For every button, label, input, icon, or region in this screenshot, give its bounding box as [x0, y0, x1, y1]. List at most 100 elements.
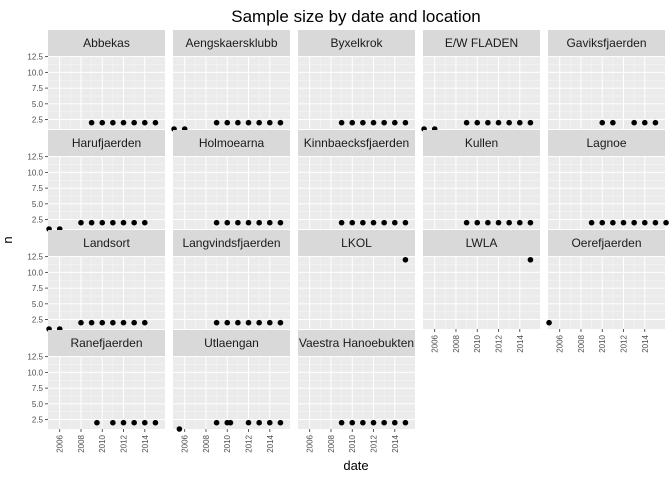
data-point	[266, 419, 273, 426]
x-tick-label: 2008	[577, 334, 586, 352]
data-point	[652, 219, 659, 226]
data-point	[381, 219, 387, 226]
data-point	[120, 119, 127, 126]
data-point	[381, 419, 387, 426]
y-tick-label: 5.0	[32, 400, 44, 409]
data-point	[78, 319, 84, 326]
data-point	[120, 319, 127, 326]
panel-background	[298, 56, 415, 129]
data-point	[245, 419, 252, 426]
data-point	[235, 119, 241, 126]
facet-strip-label: Abbekas	[83, 36, 130, 50]
data-point	[131, 219, 137, 226]
y-tick-label: 5.0	[32, 300, 44, 309]
data-point	[506, 219, 512, 226]
data-point	[402, 256, 409, 263]
panel-background	[423, 56, 540, 129]
data-point	[588, 219, 595, 226]
data-point	[88, 319, 95, 326]
data-point	[152, 119, 159, 126]
x-tick-label: 2012	[120, 434, 129, 452]
facet-strip	[48, 230, 165, 256]
data-point	[495, 119, 502, 126]
facet-panel: Ranefjaerden 2.5 5.0 7.5 10.0 12.5 2006 2008 201…	[27, 330, 165, 453]
y-tick-label: 2.5	[32, 316, 44, 325]
data-point	[610, 119, 616, 126]
data-point	[131, 319, 137, 326]
data-point	[245, 119, 252, 126]
facet-panel: Holmoearna	[173, 130, 290, 229]
x-tick-label: 2008	[327, 434, 336, 452]
x-tick-label: 2010	[473, 334, 482, 352]
facet-strip-label: Lagnoe	[586, 136, 626, 150]
data-point	[141, 419, 148, 426]
facet-strip-label: Vaestra Hanoebukten	[299, 336, 414, 350]
facet-strip	[298, 330, 415, 356]
facet-panel: Kinnbaecksfjaerden	[298, 130, 415, 229]
data-point	[599, 119, 606, 126]
facet-strip-label: Utlaengan	[204, 336, 259, 350]
x-tick-label: 2006	[306, 434, 315, 452]
facet-strip	[48, 30, 165, 56]
data-point	[256, 119, 262, 126]
panel-background	[298, 256, 415, 329]
data-point	[131, 419, 137, 426]
y-tick-label: 7.5	[32, 284, 44, 293]
data-point	[120, 219, 127, 226]
data-point	[463, 119, 470, 126]
data-point	[277, 419, 284, 426]
facet-strip	[173, 130, 290, 156]
y-tick-label: 7.5	[32, 384, 44, 393]
data-point	[349, 219, 356, 226]
facet-panel: Landsort 2.5 5.0 7.5 10.0 12.5	[27, 230, 165, 332]
facet-panel: Abbekas 2.5 5.0 7.5 10.0 12.5	[27, 30, 165, 129]
y-tick-label: 12.5	[27, 353, 43, 362]
data-point	[652, 119, 659, 126]
panel-background	[48, 256, 165, 329]
data-point	[485, 219, 491, 226]
facet-panel: LWLA 2006 2008 2010 2012 2014	[423, 230, 540, 353]
data-point	[78, 219, 84, 226]
facet-strip-label: Aengskaersklubb	[185, 36, 277, 50]
facet-panel: Gaviksfjaerden	[548, 30, 665, 129]
facet-strip-label: Harufjaerden	[72, 136, 141, 150]
x-tick-label: 2014	[266, 434, 275, 452]
panel-background	[423, 156, 540, 229]
data-point	[227, 419, 234, 426]
facet-panel: Vaestra Hanoebukten 2006 2008 2010 2012 2014	[298, 330, 415, 453]
facet-panel: Harufjaerden 2.5 5.0 7.5 10.0 12.5	[27, 130, 165, 232]
y-tick-label: 12.5	[27, 53, 43, 62]
data-point	[463, 219, 470, 226]
data-point	[402, 119, 409, 126]
data-point	[99, 319, 106, 326]
x-tick-label: 2010	[598, 334, 607, 352]
data-point	[527, 256, 534, 263]
facet-panel: Langvindsfjaerden	[173, 230, 290, 329]
data-point	[474, 119, 481, 126]
y-tick-label: 10.0	[27, 368, 43, 377]
data-point	[152, 419, 159, 426]
data-point	[256, 219, 262, 226]
facet-strip-label: Landsort	[83, 236, 130, 250]
data-point	[360, 419, 366, 426]
data-point	[213, 219, 220, 226]
y-tick-label: 2.5	[32, 216, 44, 225]
data-point	[235, 219, 241, 226]
x-tick-label: 2010	[98, 434, 107, 452]
x-tick-label: 2008	[202, 434, 211, 452]
facet-strip-label: Kullen	[465, 136, 498, 150]
data-point	[266, 119, 273, 126]
data-point	[370, 219, 377, 226]
facet-strip	[173, 330, 290, 356]
data-point	[99, 119, 106, 126]
facet-panel: Kullen	[423, 130, 540, 229]
panel-background	[48, 56, 165, 129]
panel-background	[298, 356, 415, 429]
data-point	[474, 219, 481, 226]
data-point	[516, 119, 523, 126]
data-point	[131, 119, 137, 126]
facet-strip-label: Gaviksfjaerden	[566, 36, 646, 50]
facet-strip	[423, 30, 540, 56]
facet-strip	[48, 130, 165, 156]
panel-background	[173, 156, 290, 229]
